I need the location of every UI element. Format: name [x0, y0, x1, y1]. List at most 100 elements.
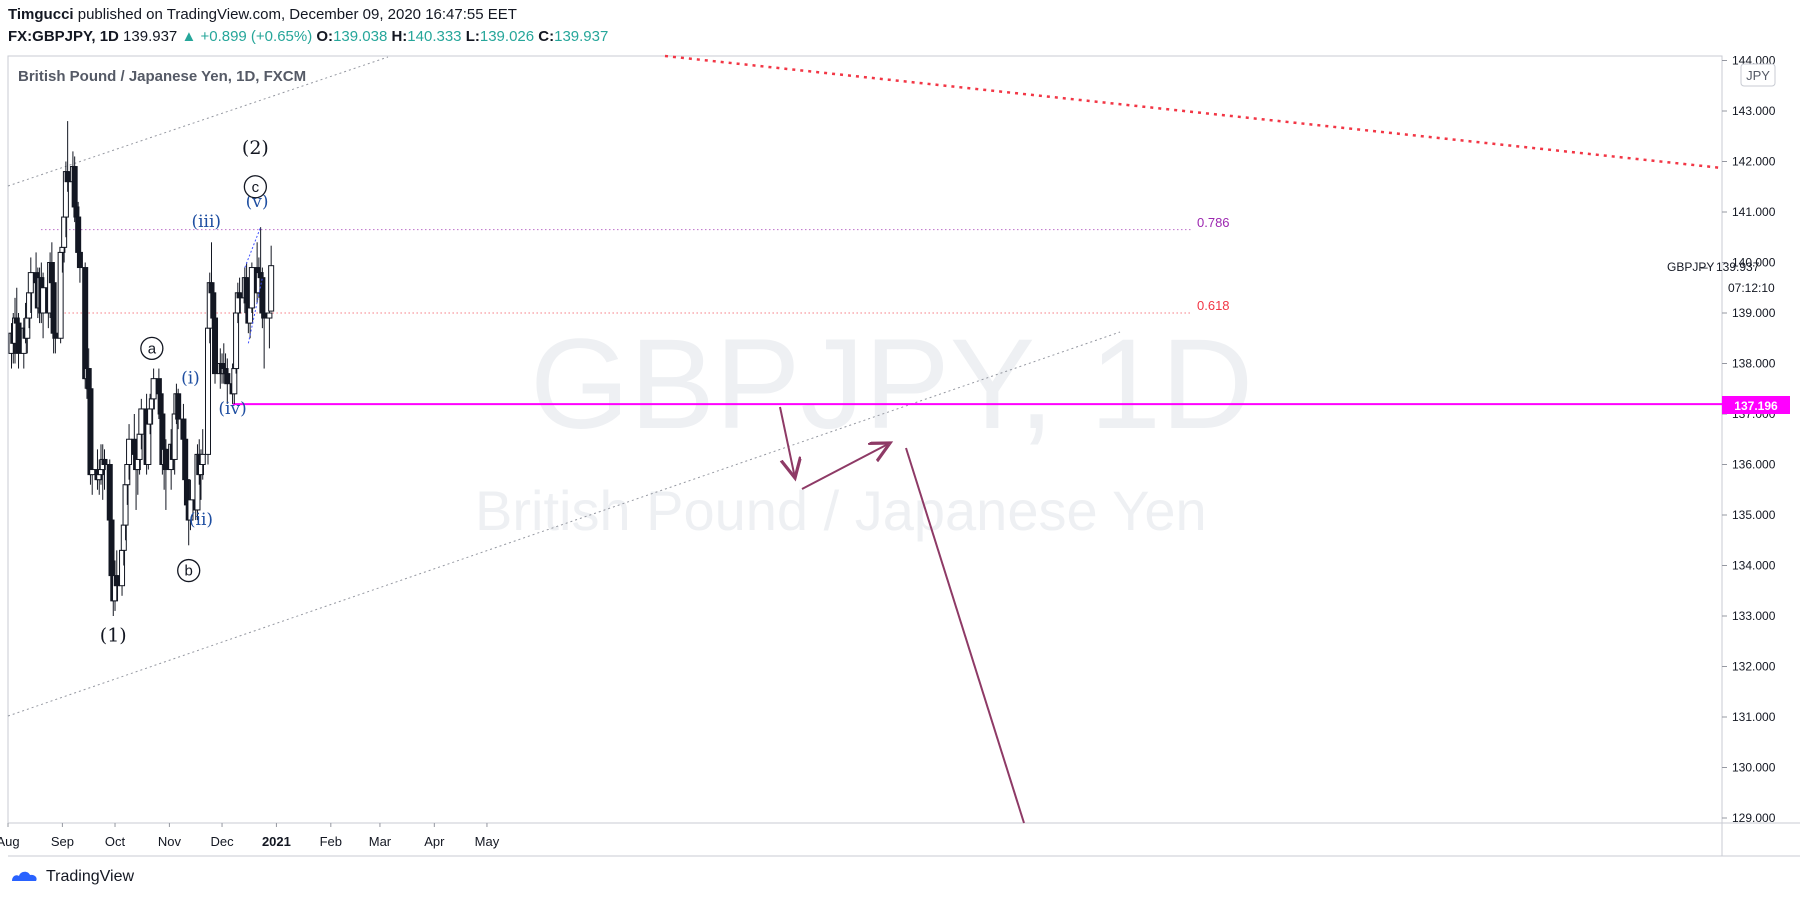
author-name[interactable]: Timgucci	[8, 6, 74, 23]
high-label: H:	[391, 28, 408, 45]
currency-label: JPY	[1746, 68, 1770, 83]
candle-body[interactable]	[64, 171, 71, 183]
candle-body[interactable]	[126, 438, 133, 465]
footer-brand-label: TradingView	[46, 868, 135, 885]
ending-diagonal	[244, 226, 263, 344]
arrow-down-short[interactable]	[779, 406, 795, 478]
symbol-label: FX:GBPJPY, 1D	[8, 28, 119, 45]
y-tick-label: 133.000	[1732, 609, 1776, 623]
publish-date: published on TradingView.com, December 0…	[77, 6, 517, 23]
candle-body[interactable]	[212, 317, 219, 375]
svg-text:–: –	[1701, 260, 1708, 274]
x-tick-label: Feb	[320, 834, 342, 849]
candle-body[interactable]	[268, 265, 275, 312]
low-label: L:	[465, 28, 480, 45]
candle-body[interactable]	[15, 322, 22, 354]
x-tick-label: Apr	[424, 834, 445, 849]
wave-label-b[interactable]: b	[185, 563, 193, 580]
x-tick-label: Nov	[158, 834, 182, 849]
y-tick-label: 129.000	[1732, 811, 1776, 825]
plot-area[interactable]	[7, 55, 1723, 824]
open-label: O:	[316, 28, 334, 45]
candle-body[interactable]	[224, 373, 231, 385]
chart-title: British Pound / Japanese Yen, 1D, FXCM	[18, 68, 306, 85]
candle-body[interactable]	[89, 469, 96, 476]
y-tick-label: 134.000	[1732, 559, 1776, 573]
x-tick-label: Sep	[51, 834, 74, 849]
price-tag-countdown: 07:12:10	[1728, 281, 1775, 295]
wave-labels: (1)ab(i)(ii)(iii)(iv)(v)c(2)	[100, 137, 269, 646]
x-tick-label: May	[475, 834, 500, 849]
diagonal-upper[interactable]	[244, 226, 262, 268]
diagonal-lower[interactable]	[247, 277, 263, 344]
candle-body[interactable]	[113, 575, 120, 587]
candle-body[interactable]	[162, 448, 169, 471]
x-tick-label: Mar	[369, 834, 392, 849]
level-price-tag: 137.196	[1722, 396, 1790, 414]
wave-label-c[interactable]: c	[252, 179, 260, 196]
y-tick-label: 132.000	[1732, 660, 1776, 674]
arrow-up-correction[interactable]	[801, 443, 890, 490]
wave-label[interactable]: (ii)	[189, 510, 213, 530]
candle-body[interactable]	[76, 251, 83, 269]
lower-channel-line[interactable]	[7, 331, 1121, 717]
candle-body[interactable]	[27, 272, 34, 294]
x-tick-label: 2021	[262, 834, 291, 849]
y-tick-label: 141.000	[1732, 205, 1776, 219]
candle-body[interactable]	[205, 327, 212, 455]
candle-body[interactable]	[52, 332, 59, 339]
candle-body[interactable]	[248, 267, 255, 309]
candle-body[interactable]	[101, 458, 108, 466]
candle-body[interactable]	[266, 312, 273, 319]
watermark-symbol: GBPJPY, 1D	[530, 313, 1253, 456]
tradingview-logo-icon	[12, 871, 37, 881]
price-change: ▲ +0.899 (+0.65%)	[181, 28, 313, 45]
red-resistance-line[interactable]	[664, 54, 1723, 170]
candle-body[interactable]	[150, 378, 157, 400]
y-tick-label: 143.000	[1732, 104, 1776, 118]
wave-label[interactable]: (iii)	[191, 212, 221, 232]
wave-circle-a	[140, 336, 164, 361]
level-tag-value: 137.196	[1734, 399, 1778, 413]
ohlc-legend: FX:GBPJPY, 1D 139.937 ▲ +0.899 (+0.65%) …	[8, 28, 608, 45]
wave-label[interactable]: (iv)	[218, 399, 246, 419]
wave-label[interactable]: (2)	[242, 137, 269, 159]
currency-badge[interactable]: JPY	[1740, 63, 1776, 87]
fib-618-label: 0.618	[1197, 298, 1230, 313]
y-tick-label: 139.000	[1732, 306, 1776, 320]
wave-circle-b	[177, 558, 201, 583]
y-tick-label: 142.000	[1732, 155, 1776, 169]
candle-body[interactable]	[40, 287, 47, 314]
price-tag-symbol: GBPJPY	[1667, 260, 1714, 274]
wave-label[interactable]: (i)	[181, 369, 200, 389]
time-axis[interactable]: Aug Sep Oct Nov Dec 2021 Feb Mar Apr May	[0, 823, 500, 849]
candle-body[interactable]	[106, 464, 113, 521]
wave-label[interactable]: (1)	[100, 624, 127, 646]
y-tick-label: 136.000	[1732, 458, 1776, 472]
last-price-tag: GBPJPY – 139.937 07:12:10	[1667, 260, 1775, 295]
y-tick-label: 138.000	[1732, 357, 1776, 371]
wave-label-a[interactable]: a	[148, 340, 157, 357]
y-tick-label: 140.000	[1732, 256, 1776, 270]
candle-body[interactable]	[261, 312, 268, 319]
candle-body[interactable]	[138, 408, 145, 435]
level-tag-bg	[1722, 396, 1790, 414]
candle-body[interactable]	[199, 453, 206, 465]
y-tick-label: 130.000	[1732, 761, 1776, 775]
y-tick-label: 131.000	[1732, 710, 1776, 724]
close-value: 139.937	[554, 28, 609, 45]
upper-channel-line[interactable]	[7, 56, 389, 187]
arrow-down-long[interactable]	[905, 447, 1025, 824]
publish-info: Timgucci published on TradingView.com, D…	[8, 6, 517, 23]
price-tag-value: 139.937	[1716, 260, 1760, 274]
high-value: 140.333	[407, 28, 462, 45]
x-tick-label: Oct	[105, 834, 126, 849]
footer-brand[interactable]: TradingView	[8, 868, 134, 886]
x-tick-label: Dec	[210, 834, 234, 849]
last-price: 139.937	[123, 28, 178, 45]
candlesticks	[8, 121, 275, 616]
candle-body[interactable]	[236, 292, 243, 299]
price-axis[interactable]: 144.000143.000142.000141.000140.000139.0…	[1722, 54, 1776, 826]
candle-body[interactable]	[175, 393, 182, 420]
